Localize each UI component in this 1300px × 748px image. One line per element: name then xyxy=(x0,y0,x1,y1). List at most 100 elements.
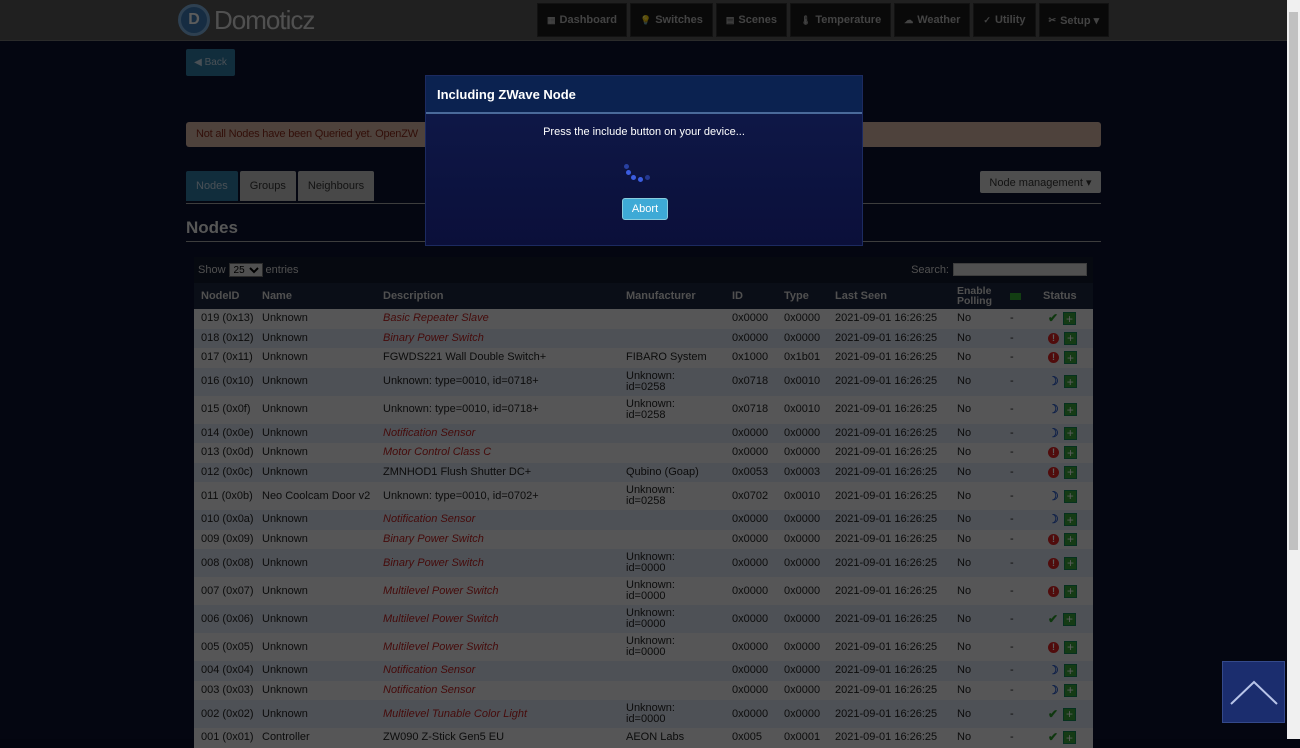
scroll-to-top-button[interactable] xyxy=(1222,661,1285,723)
add-node-icon[interactable]: + xyxy=(1063,683,1077,697)
cell-id: 0x0000 xyxy=(732,331,769,344)
nav-weather[interactable]: ☁ Weather xyxy=(894,3,971,37)
table-row[interactable]: 011 (0x0b) Neo Coolcam Door v2 Unknown: ty… xyxy=(194,482,1093,510)
nav-setup[interactable]: ✂ Setup ▾ xyxy=(1038,3,1110,37)
table-row[interactable]: 012 (0x0c) Unknown ZMNHOD1 Flush Shutter D… xyxy=(194,462,1093,482)
search-input[interactable] xyxy=(953,263,1087,276)
cell-name: Unknown xyxy=(262,312,308,325)
table-row[interactable]: 003 (0x03) Unknown Notification Sensor 0x00… xyxy=(194,680,1093,700)
th-nodeid[interactable]: NodeID xyxy=(201,283,240,309)
th-description[interactable]: Description xyxy=(383,283,444,309)
table-row[interactable]: 013 (0x0d) Unknown Motor Control Class C 0x… xyxy=(194,443,1093,463)
tab-groups[interactable]: Groups xyxy=(239,171,296,201)
table-row[interactable]: 004 (0x04) Unknown Notification Sensor 0x00… xyxy=(194,661,1093,681)
th-last-seen[interactable]: Last Seen xyxy=(835,283,887,309)
cell-name: Unknown xyxy=(262,375,308,387)
table-row[interactable]: 014 (0x0e) Unknown Notification Sensor 0x00… xyxy=(194,423,1093,443)
table-row[interactable]: 018 (0x12) Unknown Binary Power Switch 0x00… xyxy=(194,328,1093,348)
th-enable-polling[interactable]: Enable Polling xyxy=(957,283,992,309)
header-label: NodeID xyxy=(201,290,240,302)
entries-select[interactable]: 25 xyxy=(228,263,263,277)
table-row[interactable]: 007 (0x07) Unknown Multilevel Power Switch… xyxy=(194,577,1093,605)
table-row[interactable]: 002 (0x02) Unknown Multilevel Tunable Colo… xyxy=(194,700,1093,728)
abort-button[interactable]: Abort xyxy=(622,198,668,220)
cell-type: 0x0000 xyxy=(784,446,821,459)
tab-neighbours[interactable]: Neighbours xyxy=(297,171,375,201)
cell-status: ! + xyxy=(1048,549,1077,577)
cell-name: Unknown xyxy=(262,465,308,478)
add-node-icon[interactable]: + xyxy=(1064,532,1077,546)
th-manufacturer[interactable]: Manufacturer xyxy=(626,283,696,309)
dead-node-icon: ! xyxy=(1048,466,1059,478)
cell-id: 0x0000 xyxy=(732,584,769,597)
add-node-icon[interactable]: + xyxy=(1064,465,1077,479)
table-row[interactable]: 006 (0x06) Unknown Multilevel Power Switch… xyxy=(194,605,1093,633)
add-node-icon[interactable]: + xyxy=(1064,446,1077,460)
node-management-dropdown[interactable]: Node management ▾ xyxy=(980,171,1101,193)
cell-status: ☽ + xyxy=(1048,510,1077,530)
cell-poll: No xyxy=(957,731,972,744)
add-node-icon[interactable]: + xyxy=(1063,403,1077,416)
table-row[interactable]: 001 (0x01) Controller ZW090 Z-Stick Gen5 E… xyxy=(194,728,1093,748)
header-label: Enable Polling xyxy=(957,285,992,307)
cell-status: ☽ + xyxy=(1048,661,1077,681)
table-row[interactable]: 008 (0x08) Unknown Binary Power Switch Unkn… xyxy=(194,549,1093,577)
cell-mfr: Qubino (Goap) xyxy=(626,465,699,478)
cell-mfr xyxy=(626,530,716,550)
cell-node: 018 (0x12) xyxy=(201,331,254,344)
add-node-icon[interactable]: + xyxy=(1063,612,1077,626)
cell-node: 007 (0x07) xyxy=(201,584,254,597)
main-nav: ▦ Dashboard 💡 Switches ▤ Scenes 🌡 Temperature ☁ W… xyxy=(537,3,1110,37)
cell-type: 0x0001 xyxy=(784,731,821,744)
check-icon: ✔ xyxy=(1048,706,1059,721)
add-node-icon[interactable]: + xyxy=(1064,556,1077,570)
cell-id: 0x0000 xyxy=(732,532,769,545)
battery-icon xyxy=(1010,292,1021,300)
th-name[interactable]: Name xyxy=(262,283,292,309)
cell-type: 0x0000 xyxy=(784,532,821,545)
add-node-icon[interactable]: + xyxy=(1063,312,1077,326)
tab-nodes[interactable]: Nodes xyxy=(186,171,238,201)
add-node-icon[interactable]: + xyxy=(1063,731,1077,745)
logo[interactable]: D Domoticz xyxy=(178,4,315,36)
th-id[interactable]: ID xyxy=(732,283,743,309)
table-row[interactable]: 010 (0x0a) Unknown Notification Sensor 0x00… xyxy=(194,510,1093,530)
th-battery[interactable] xyxy=(1010,283,1021,309)
th-status[interactable]: Status xyxy=(1043,283,1077,309)
cell-seen: 2021-09-01 16:26:25 xyxy=(835,683,938,696)
cell-bat: - xyxy=(1010,331,1014,344)
add-node-icon[interactable]: + xyxy=(1064,331,1077,345)
add-node-icon[interactable]: + xyxy=(1064,584,1077,598)
table-row[interactable]: 016 (0x10) Unknown Unknown: type=0010, id=… xyxy=(194,367,1093,396)
table-row[interactable]: 015 (0x0f) Unknown Unknown: type=0010, id=… xyxy=(194,395,1093,424)
cell-desc: FGWDS221 Wall Double Switch+ xyxy=(383,351,547,364)
cell-seen: 2021-09-01 16:26:25 xyxy=(835,426,938,439)
add-node-icon[interactable]: + xyxy=(1063,707,1077,721)
add-node-icon[interactable]: + xyxy=(1063,426,1077,440)
add-node-icon[interactable]: + xyxy=(1063,489,1077,503)
nav-switches[interactable]: 💡 Switches xyxy=(629,3,713,37)
dead-node-icon: ! xyxy=(1048,641,1059,653)
cell-mfr: Unknown: id=0000 xyxy=(626,635,675,658)
table-row[interactable]: 005 (0x05) Unknown Multilevel Power Switch… xyxy=(194,633,1093,661)
add-node-icon[interactable]: + xyxy=(1064,351,1077,365)
nav-scenes[interactable]: ▤ Scenes xyxy=(715,3,787,37)
nav-utility[interactable]: ✓ Utility xyxy=(973,3,1036,37)
th-type[interactable]: Type xyxy=(784,283,809,309)
cell-seen: 2021-09-01 16:26:25 xyxy=(835,584,938,597)
add-node-icon[interactable]: + xyxy=(1063,513,1077,527)
nav-dashboard[interactable]: ▦ Dashboard xyxy=(537,3,627,37)
cell-status: ! + xyxy=(1048,633,1077,661)
add-node-icon[interactable]: + xyxy=(1064,640,1077,654)
scrollbar-thumb[interactable] xyxy=(1289,12,1298,550)
back-button[interactable]: ◀ Back xyxy=(186,49,235,76)
table-row[interactable]: 017 (0x11) Unknown FGWDS221 Wall Double Sw… xyxy=(194,348,1093,368)
add-node-icon[interactable]: + xyxy=(1063,664,1077,678)
cell-node: 017 (0x11) xyxy=(201,351,253,364)
table-row[interactable]: 019 (0x13) Unknown Basic Repeater Slave 0x0… xyxy=(194,309,1093,329)
add-node-icon[interactable]: + xyxy=(1063,375,1077,388)
cell-type: 0x0010 xyxy=(784,375,821,387)
scrollbar[interactable] xyxy=(1287,0,1300,739)
nav-temperature[interactable]: 🌡 Temperature xyxy=(789,3,892,37)
table-row[interactable]: 009 (0x09) Unknown Binary Power Switch 0x00… xyxy=(194,529,1093,550)
